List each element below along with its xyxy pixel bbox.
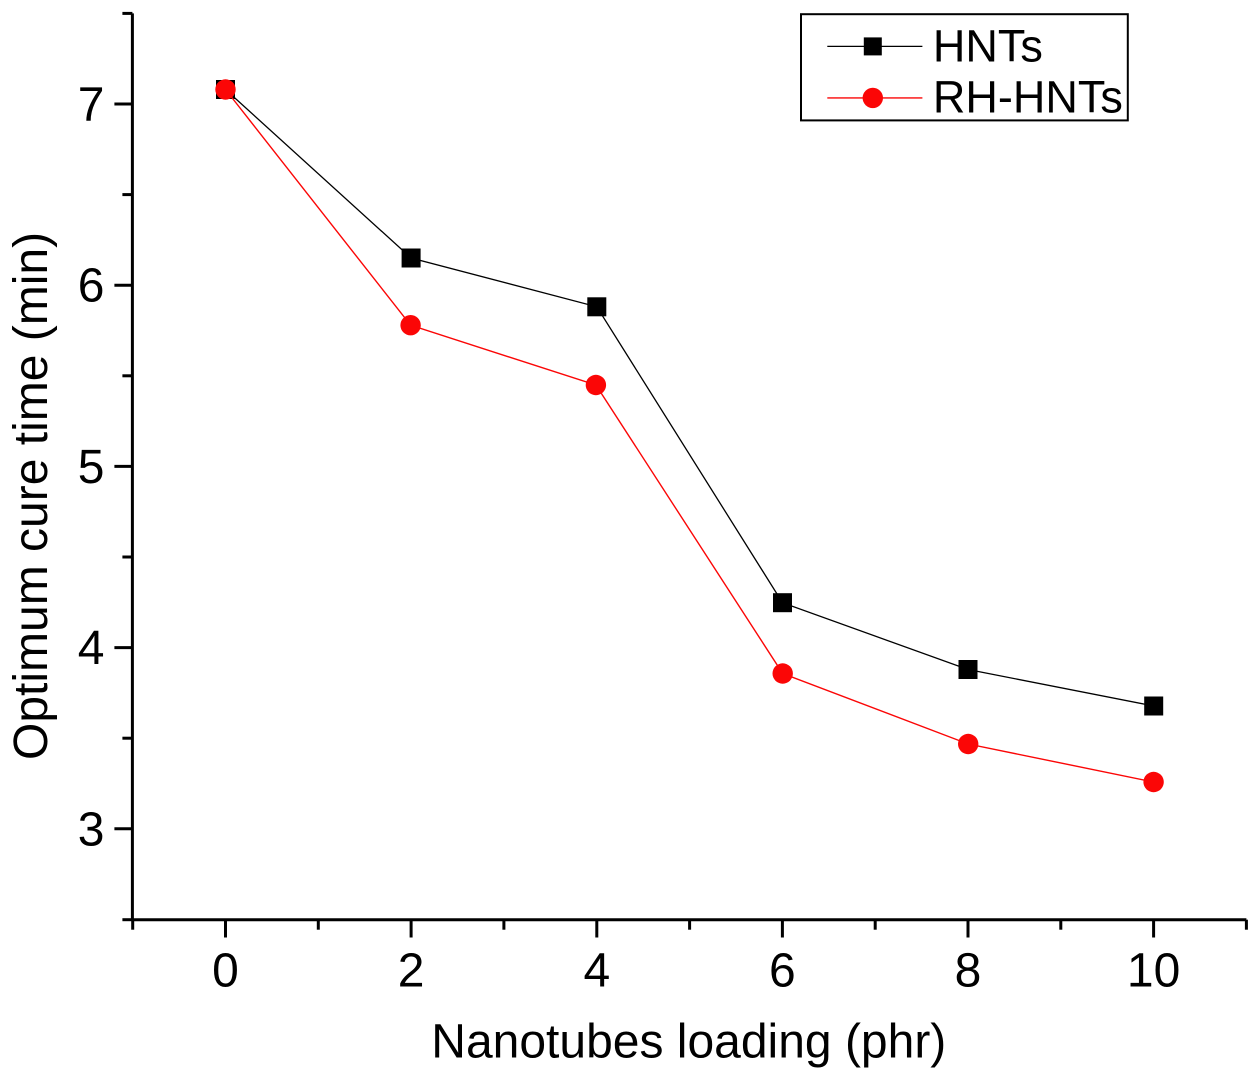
svg-text:10: 10	[1127, 944, 1180, 997]
svg-text:0: 0	[212, 944, 239, 997]
svg-text:Optimum cure time (min): Optimum cure time (min)	[5, 232, 58, 760]
svg-text:3: 3	[78, 803, 105, 856]
svg-text:8: 8	[955, 944, 982, 997]
svg-text:2: 2	[398, 944, 425, 997]
svg-text:6: 6	[78, 260, 105, 313]
svg-text:4: 4	[583, 944, 610, 997]
svg-text:5: 5	[78, 441, 105, 494]
svg-text:HNTs: HNTs	[933, 21, 1043, 72]
svg-text:7: 7	[78, 79, 105, 132]
svg-text:4: 4	[78, 622, 105, 675]
svg-text:RH-HNTs: RH-HNTs	[933, 71, 1123, 122]
svg-text:6: 6	[769, 944, 796, 997]
svg-text:Nanotubes loading (phr): Nanotubes loading (phr)	[431, 1016, 946, 1069]
